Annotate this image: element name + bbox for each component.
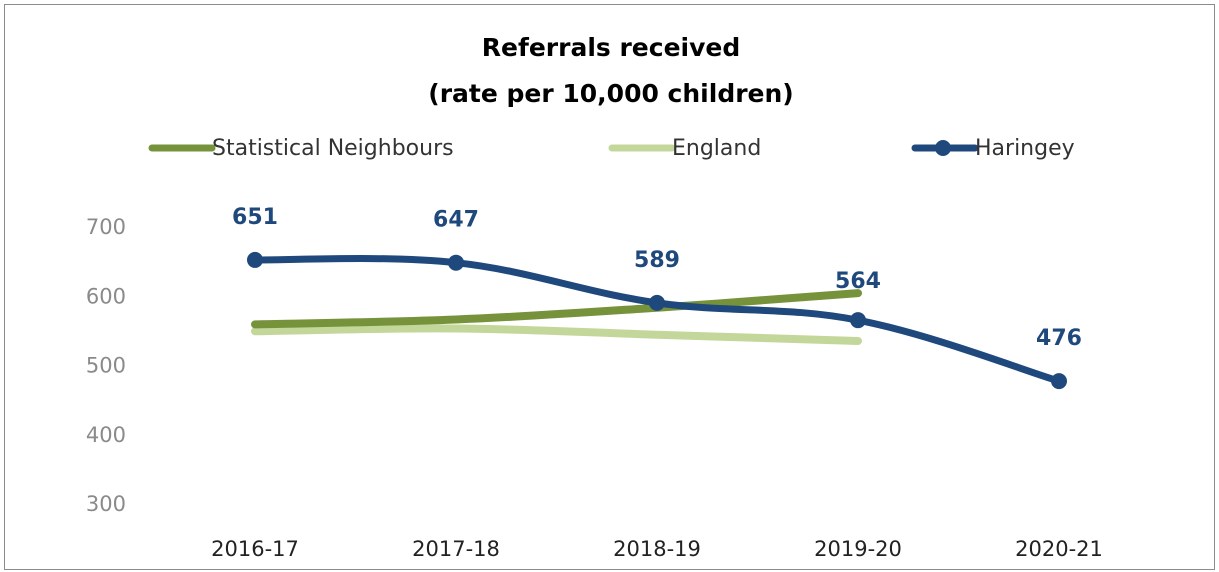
data-label-haringey-2019-20: 564	[835, 269, 881, 294]
plot-lines	[251, 255, 1063, 385]
x-tick-label: 2018-19	[613, 537, 701, 561]
y-tick-label: 700	[86, 215, 126, 239]
y-tick-label: 600	[86, 284, 126, 308]
chart-title: Referrals received	[482, 33, 741, 62]
y-tick-label: 400	[86, 423, 126, 447]
x-tick-label: 2016-17	[211, 537, 299, 561]
data-label-haringey-2016-17: 651	[232, 205, 278, 230]
point-haringey-2017-18	[448, 254, 464, 271]
point-haringey-2018-19	[649, 294, 665, 311]
x-tick-label: 2017-18	[412, 537, 500, 561]
legend-label-haringey: Haringey	[975, 136, 1075, 161]
point-haringey-2019-20	[850, 312, 866, 329]
data-label-haringey-2018-19: 589	[634, 248, 680, 273]
point-haringey-2016-17	[247, 251, 263, 268]
x-axis: 2016-17 2017-18 2018-19 2019-20 2020-21	[211, 537, 1103, 561]
y-tick-label: 500	[86, 354, 126, 378]
series-line-england	[251, 324, 862, 345]
x-tick-label: 2020-21	[1015, 537, 1103, 561]
data-label-haringey-2017-18: 647	[433, 208, 479, 233]
plot-markers	[247, 251, 1067, 390]
legend-item-haringey: Haringey	[911, 136, 1075, 161]
legend-marker-haringey	[935, 140, 951, 156]
legend-item-england: England	[608, 136, 761, 161]
series-line-statistical-neighbours	[251, 289, 862, 329]
x-tick-label: 2019-20	[814, 537, 902, 561]
chart-subtitle: (rate per 10,000 children)	[428, 79, 793, 108]
legend-label-statistical-neighbours: Statistical Neighbours	[212, 136, 454, 161]
data-labels: 651 647 589 564 476	[232, 205, 1082, 351]
point-haringey-2020-21	[1051, 373, 1067, 390]
data-label-haringey-2020-21: 476	[1036, 326, 1082, 351]
legend-label-england: England	[672, 136, 761, 161]
y-axis: 700 600 500 400 300	[86, 215, 126, 516]
legend: Statistical Neighbours England Haringey	[148, 136, 1075, 161]
legend-item-statistical-neighbours: Statistical Neighbours	[148, 136, 454, 161]
y-tick-label: 300	[86, 492, 126, 516]
chart-frame	[4, 4, 1215, 570]
